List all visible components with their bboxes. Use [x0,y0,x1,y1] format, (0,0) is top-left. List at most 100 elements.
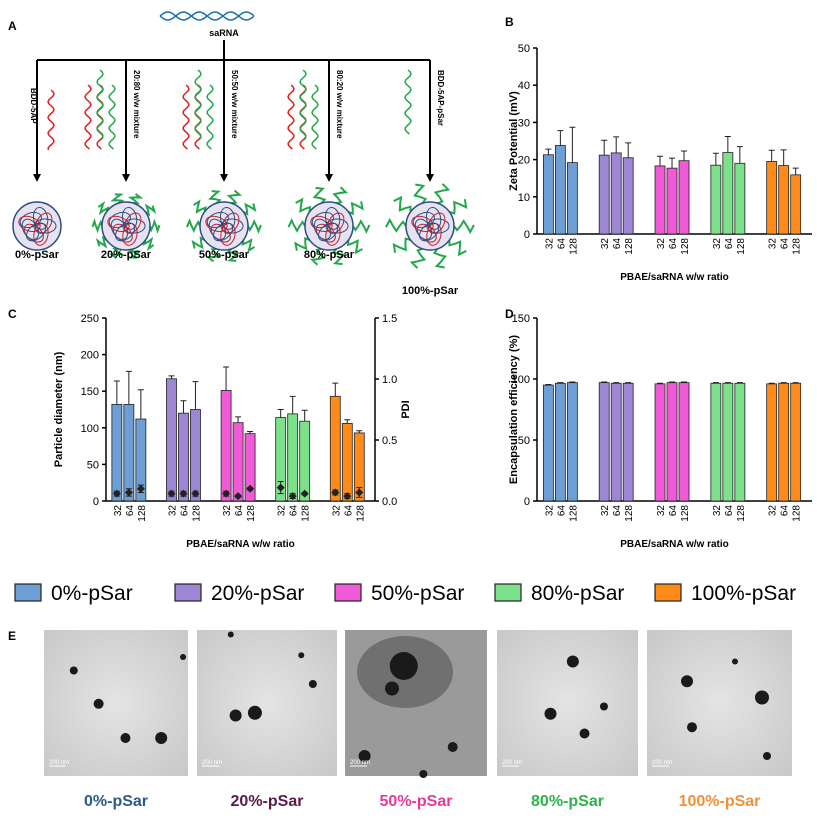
error-bar [681,381,688,383]
bar [554,145,566,235]
particle-coil [412,211,435,229]
nanoparticle [298,652,305,659]
strand [84,84,92,150]
peg-chain [433,183,451,205]
error-bar [613,382,620,384]
error-bar [724,382,731,384]
pdi-marker [355,488,364,497]
strand [96,69,104,141]
error-bar [557,130,564,146]
nanoparticle [358,750,371,762]
y-axis-label: Zeta Potential (mV) [508,91,520,191]
peg-chain [226,248,240,262]
input-label: BDD-5AP-pSar [436,70,445,126]
scale-bar-label: 200 nm [202,760,222,766]
peg-chain [95,235,108,249]
particle-coil [18,215,41,232]
bar [220,390,232,502]
bar [123,403,135,502]
strand [194,69,202,141]
bar [710,382,722,502]
y-axis-label: Encapsulation efficiency (%) [508,335,520,484]
particle-coil [324,206,341,230]
error-bar [681,150,688,161]
bar [622,382,634,502]
bar [566,382,578,502]
error-bar [192,381,199,410]
bar [329,395,341,502]
x-tick-label: 32 [600,505,611,517]
particle-coil [26,222,47,242]
product-label: 100%-pSar [402,285,459,297]
particle-coil [121,206,138,230]
error-bar [113,380,120,405]
particle-coil [110,218,129,240]
legend-label: 100%-pSar [691,582,796,605]
particle-coil [425,206,442,230]
peg-chain [294,236,310,251]
peg-chain [149,218,161,235]
source-label: saRNA [209,28,239,38]
error-bar [712,152,719,166]
x-tick-label: 64 [343,505,354,517]
bar [722,152,734,235]
bar [766,161,778,235]
particle-coil [313,218,332,240]
nanoparticle [247,705,262,720]
error-bar [724,136,731,153]
pdi-marker [222,489,231,498]
product-label: 0%-pSar [15,249,60,261]
peg-chain [205,247,222,263]
bar [287,413,299,502]
error-bar [657,382,664,384]
y2-tick-label: 1.0 [382,374,397,386]
helix [159,11,255,21]
error-bar [180,400,187,414]
scale-bar-label: 200 nm [49,760,69,766]
y-tick-label: 50 [518,435,530,447]
peg-chain [186,218,201,233]
error-bar [736,146,743,164]
peg-chain [348,201,364,216]
panel-label: D [505,307,514,321]
x-tick-label: 32 [167,505,178,517]
x-tick-label: 64 [556,505,567,517]
x-tick-label: 32 [544,238,555,250]
y-tick-label: 10 [518,192,530,204]
bar [710,164,722,235]
peg-chain [295,197,312,213]
strand [47,89,55,151]
arrow-head [33,174,41,182]
error-bar [736,382,743,384]
pdi-marker [288,492,297,501]
peg-chain [127,248,142,259]
peg-chain [192,199,207,214]
bar [598,382,610,502]
x-tick-label: 64 [125,505,136,517]
y-tick-label: 50 [518,43,530,55]
legend-swatch [174,583,202,602]
y-axis-label: Particle diameter (nm) [53,351,65,467]
arrow-head [426,174,434,182]
y-tick-label: 20 [518,155,530,167]
strand [108,84,116,150]
error-bar [545,383,552,386]
x-tick-label: 32 [656,238,667,250]
error-bar [569,126,576,163]
bar [654,165,666,235]
peg-chain [432,248,447,269]
x-tick-label: 32 [712,505,723,517]
pdi-marker [112,489,121,498]
bar [666,167,678,235]
y-tick-label: 0 [93,496,99,508]
error-bar [332,382,339,397]
x-tick-label: 64 [234,505,245,517]
particle-coil [411,215,434,232]
pdi-marker [331,488,340,497]
peg-chain [393,195,412,212]
error-bar [301,409,308,422]
pdi-marker [343,492,352,501]
y-tick-label: 200 [81,350,99,362]
nanoparticle [579,728,590,739]
